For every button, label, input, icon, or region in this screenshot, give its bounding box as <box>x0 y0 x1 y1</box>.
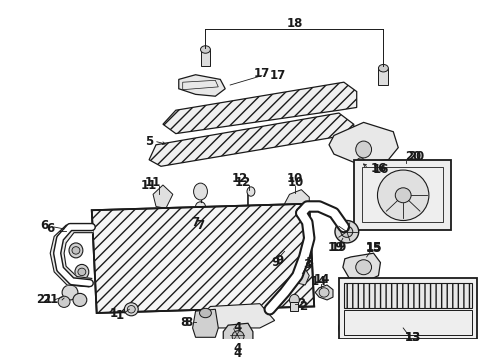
Ellipse shape <box>247 187 255 196</box>
Text: 15: 15 <box>366 242 382 255</box>
Polygon shape <box>343 253 380 281</box>
Text: 20: 20 <box>405 150 421 163</box>
Text: 3: 3 <box>305 256 313 269</box>
Text: 11: 11 <box>145 176 161 189</box>
Text: 16: 16 <box>370 162 387 175</box>
Text: 21: 21 <box>42 293 58 306</box>
Ellipse shape <box>73 293 87 306</box>
Ellipse shape <box>124 303 138 316</box>
Text: 6: 6 <box>46 222 54 235</box>
Text: 7: 7 <box>196 219 204 232</box>
Polygon shape <box>223 323 253 348</box>
Ellipse shape <box>75 264 89 279</box>
Polygon shape <box>291 302 298 311</box>
Polygon shape <box>344 310 472 334</box>
Text: 19: 19 <box>328 241 344 254</box>
Text: 11: 11 <box>141 179 157 193</box>
Text: 9: 9 <box>275 254 284 267</box>
Polygon shape <box>378 68 389 85</box>
Polygon shape <box>50 225 93 287</box>
Text: 15: 15 <box>366 241 382 254</box>
Text: 18: 18 <box>286 17 303 30</box>
Ellipse shape <box>319 288 329 297</box>
Text: 14: 14 <box>314 273 330 286</box>
Polygon shape <box>149 113 354 166</box>
Ellipse shape <box>378 64 389 72</box>
Text: 19: 19 <box>331 241 347 254</box>
Text: 4: 4 <box>233 321 241 334</box>
Ellipse shape <box>356 260 371 275</box>
Polygon shape <box>163 82 357 134</box>
Text: 2: 2 <box>297 297 305 310</box>
Ellipse shape <box>200 46 210 53</box>
Text: 13: 13 <box>405 331 421 344</box>
Polygon shape <box>315 285 333 300</box>
Polygon shape <box>344 283 472 308</box>
Text: 9: 9 <box>271 256 280 269</box>
Ellipse shape <box>345 319 368 337</box>
Ellipse shape <box>395 188 411 203</box>
Text: 20: 20 <box>408 150 424 163</box>
Text: 4: 4 <box>233 347 241 360</box>
Text: 17: 17 <box>254 67 270 80</box>
Polygon shape <box>193 309 219 337</box>
Ellipse shape <box>58 296 70 307</box>
Ellipse shape <box>357 158 365 165</box>
Text: 5: 5 <box>145 135 153 148</box>
Polygon shape <box>329 122 398 163</box>
Ellipse shape <box>232 331 244 342</box>
Text: 2: 2 <box>299 300 307 313</box>
Text: 3: 3 <box>303 258 311 271</box>
Polygon shape <box>354 160 451 230</box>
Ellipse shape <box>72 247 80 254</box>
Text: 4: 4 <box>233 342 241 355</box>
Text: 15: 15 <box>366 241 382 254</box>
Text: 8: 8 <box>185 316 193 329</box>
Polygon shape <box>179 75 225 96</box>
Text: 6: 6 <box>40 219 49 232</box>
Polygon shape <box>92 204 314 313</box>
Text: 14: 14 <box>311 275 327 288</box>
Ellipse shape <box>339 314 374 342</box>
Text: 1: 1 <box>115 309 123 322</box>
Text: 10: 10 <box>287 176 303 189</box>
Text: 8: 8 <box>181 316 189 329</box>
Polygon shape <box>196 304 275 328</box>
Polygon shape <box>294 269 309 285</box>
Ellipse shape <box>127 306 135 313</box>
Polygon shape <box>339 278 477 339</box>
Ellipse shape <box>78 268 86 276</box>
Ellipse shape <box>377 170 429 220</box>
Text: 13: 13 <box>405 331 421 344</box>
Text: 1: 1 <box>109 306 118 320</box>
Ellipse shape <box>199 308 211 318</box>
Ellipse shape <box>341 226 353 237</box>
Polygon shape <box>200 49 210 66</box>
Text: 10: 10 <box>286 172 302 185</box>
Ellipse shape <box>194 183 207 200</box>
Text: 21: 21 <box>36 293 52 306</box>
Text: 12: 12 <box>235 176 251 189</box>
Ellipse shape <box>69 243 83 258</box>
Ellipse shape <box>62 285 78 300</box>
Ellipse shape <box>290 294 299 306</box>
Ellipse shape <box>335 220 359 243</box>
Text: 17: 17 <box>270 69 286 82</box>
Ellipse shape <box>229 326 245 343</box>
Polygon shape <box>153 185 173 208</box>
Ellipse shape <box>196 202 205 211</box>
Ellipse shape <box>356 141 371 158</box>
Text: 7: 7 <box>192 216 199 229</box>
Text: 12: 12 <box>232 172 248 185</box>
Polygon shape <box>285 190 309 216</box>
Text: 16: 16 <box>372 163 389 176</box>
